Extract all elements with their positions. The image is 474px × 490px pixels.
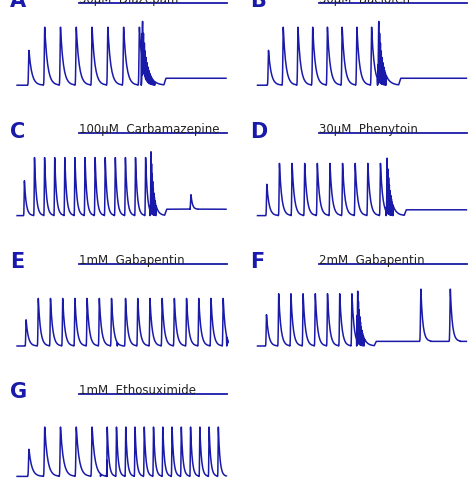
Text: 30μM  Baclofen: 30μM Baclofen: [319, 0, 410, 6]
Text: F: F: [250, 252, 264, 272]
Text: 1mM  Gabapentin: 1mM Gabapentin: [79, 254, 184, 267]
Text: 2mM  Gabapentin: 2mM Gabapentin: [319, 254, 425, 267]
Text: 100μM  Carbamazepine: 100μM Carbamazepine: [79, 123, 219, 136]
Text: E: E: [10, 252, 24, 272]
Text: G: G: [10, 383, 27, 402]
Text: 1mM  Ethosuximide: 1mM Ethosuximide: [79, 384, 196, 397]
Text: 30μM  Diazepam: 30μM Diazepam: [79, 0, 178, 6]
Text: 30μM  Phenytoin: 30μM Phenytoin: [319, 123, 418, 136]
Text: B: B: [250, 0, 266, 11]
Text: A: A: [10, 0, 26, 11]
Text: C: C: [10, 122, 25, 142]
Text: D: D: [250, 122, 268, 142]
